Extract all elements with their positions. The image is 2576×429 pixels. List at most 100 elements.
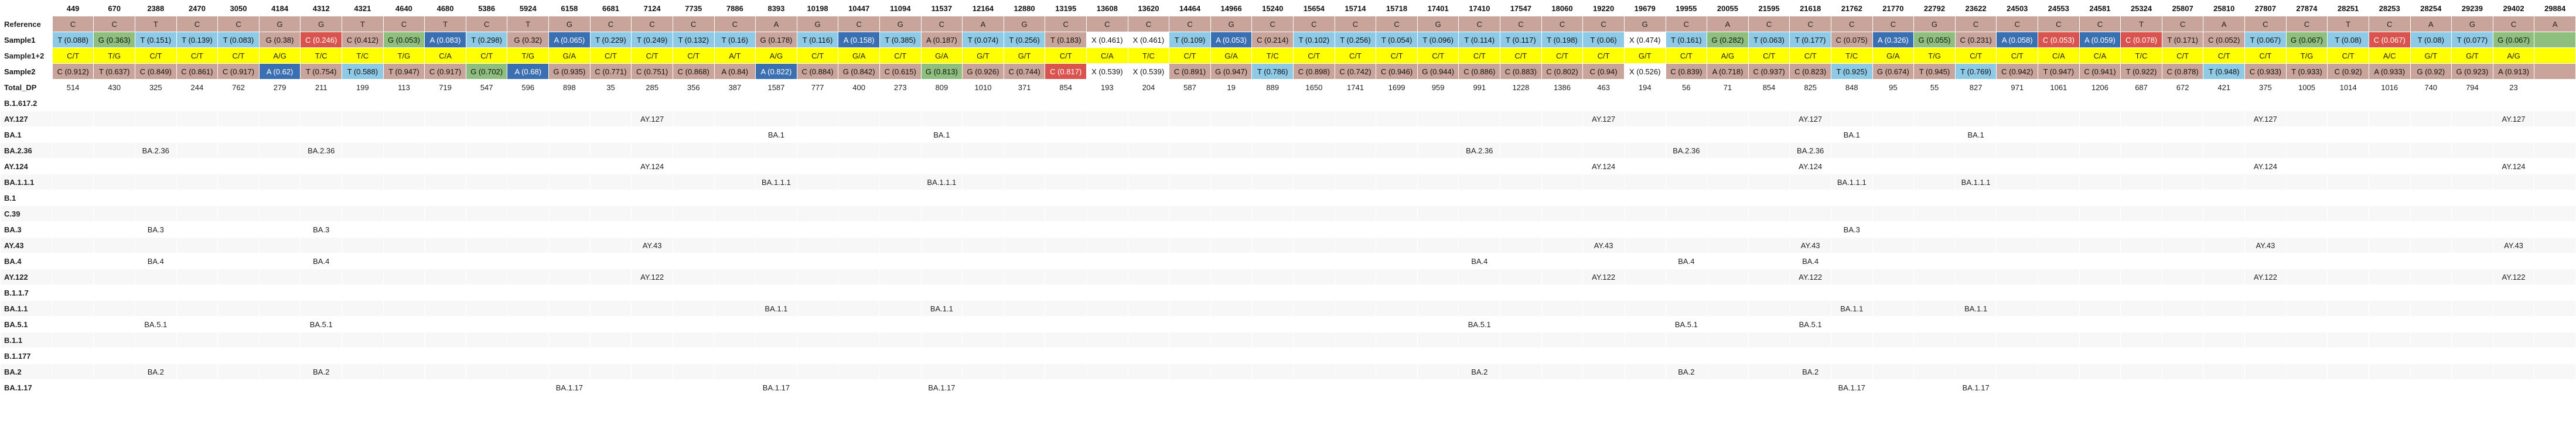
lineage-cell (2534, 300, 2576, 317)
total-dp-cell: 959 (1417, 79, 1459, 95)
lineage-cell (548, 284, 591, 301)
lineage-cell (1707, 300, 1749, 317)
lineage-cell (631, 379, 673, 396)
lineage-cell (2451, 190, 2493, 206)
sample12-cell: C/T (879, 47, 922, 64)
lineage-cell (1913, 174, 1956, 190)
lineage-cell: BA.1.17 (1954, 379, 1997, 396)
lineage-cell (1003, 190, 1046, 206)
lineage-cell (1251, 332, 1294, 348)
lineage-cell (2038, 363, 2080, 380)
lineage-cell: BA.1 (920, 126, 963, 143)
sample2-cell: C (0.898) (1293, 63, 1335, 80)
lineage-cell (258, 142, 301, 159)
lineage-cell (1003, 300, 1046, 317)
reference-cell: C (1830, 16, 1873, 32)
lineage-cell (962, 111, 1004, 127)
lineage-cell (548, 363, 591, 380)
lineage-cell (2161, 190, 2204, 206)
sample2-cell: C (0.849) (134, 63, 177, 80)
position-header-cell: 10198 (796, 0, 839, 16)
lineage-cell (300, 205, 343, 222)
lineage-cell (1748, 190, 1790, 206)
lineage-cell (2285, 190, 2328, 206)
lineage-cell: BA.2.36 (1458, 142, 1501, 159)
lineage-cell (383, 174, 425, 190)
lineage-cell (1376, 363, 1418, 380)
lineage-cell (1334, 190, 1377, 206)
lineage-cell (2079, 142, 2121, 159)
lineage-cell (1334, 158, 1377, 174)
lineage-cell (2534, 111, 2576, 127)
reference-cell: G (2451, 16, 2493, 32)
sample1-cell: T (0.08) (2327, 32, 2369, 48)
total-dp-cell: 1016 (2368, 79, 2411, 95)
sample12-cell: T/C (2120, 47, 2162, 64)
lineage-cell (1210, 111, 1253, 127)
lineage-cell (1582, 95, 1625, 111)
lineage-cell (1086, 142, 1128, 159)
total-dp-cell: 687 (2120, 79, 2162, 95)
lineage-cell (838, 237, 880, 253)
lineage-cell (1210, 269, 1253, 285)
reference-cell: A (755, 16, 797, 32)
position-header-cell: 2470 (176, 0, 219, 16)
lineage-cell (1996, 111, 2039, 127)
lineage-cell (1872, 269, 1915, 285)
sample1-cell: A (0.058) (1996, 32, 2039, 48)
lineage-cell (714, 363, 756, 380)
lineage-cell (1872, 300, 1915, 317)
lineage-cell (1707, 221, 1749, 238)
lineage-cell (2244, 363, 2287, 380)
lineage-cell (1541, 316, 1584, 332)
lineage-cell (2120, 190, 2162, 206)
lineage-cell (2451, 95, 2493, 111)
lineage-cell: BA.5.1 (1789, 316, 1831, 332)
reference-cell: G (1913, 16, 1956, 32)
lineage-row: B.1.1.7 (0, 284, 2576, 301)
position-header-cell: 21618 (1789, 0, 1831, 16)
lineage-cell (1376, 316, 1418, 332)
lineage-cell (2120, 126, 2162, 143)
position-header-cell: 7735 (672, 0, 715, 16)
lineage-cell (1251, 348, 1294, 364)
position-header-cell: 24503 (1996, 0, 2039, 16)
lineage-cell (672, 142, 715, 159)
lineage-cell (507, 284, 550, 301)
lineage-cell (1748, 348, 1790, 364)
lineage-cell: AY.127 (631, 111, 673, 127)
lineage-cell (1707, 126, 1749, 143)
lineage-cell (1954, 348, 1997, 364)
lineage-cell (1417, 300, 1459, 317)
lineage-cell: BA.2 (1665, 363, 1708, 380)
lineage-cell (424, 111, 466, 127)
sample2-cell: T (0.945) (1913, 63, 1956, 80)
lineage-cell (1665, 284, 1708, 301)
lineage-cell (631, 300, 673, 317)
lineage-cell (383, 158, 425, 174)
position-header-cell: 19955 (1665, 0, 1708, 16)
lineage-cell (1334, 237, 1377, 253)
lineage-cell (1500, 237, 1542, 253)
lineage-cell (258, 300, 301, 317)
lineage-cell (589, 269, 632, 285)
total-dp-cell: 19 (1210, 79, 1253, 95)
lineage-cell (2368, 363, 2411, 380)
lineage-cell (1789, 205, 1831, 222)
lineage-cell (52, 363, 94, 380)
lineage-cell (1127, 300, 1170, 317)
lineage-cell (1086, 253, 1128, 269)
lineage-cell (2368, 348, 2411, 364)
lineage-cell (2161, 237, 2204, 253)
lineage-cell (2203, 205, 2246, 222)
lineage-cell (2327, 174, 2369, 190)
lineage-cell (2451, 142, 2493, 159)
lineage-cell (1210, 300, 1253, 317)
lineage-cell (2285, 205, 2328, 222)
lineage-cell (920, 363, 963, 380)
lineage-cell (2244, 190, 2287, 206)
total-dp-cell: 1741 (1334, 79, 1377, 95)
lineage-cell (2038, 205, 2080, 222)
lineage-cell (52, 237, 94, 253)
lineage-cell (589, 316, 632, 332)
